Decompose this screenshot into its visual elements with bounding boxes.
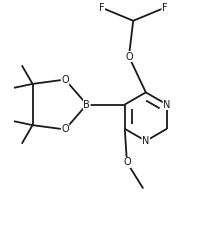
Text: F: F bbox=[162, 3, 168, 13]
Text: O: O bbox=[61, 75, 69, 85]
Text: O: O bbox=[125, 52, 133, 62]
Text: N: N bbox=[142, 136, 150, 146]
Text: N: N bbox=[163, 100, 171, 109]
Text: F: F bbox=[99, 3, 105, 13]
Text: B: B bbox=[83, 100, 90, 109]
Text: O: O bbox=[123, 158, 131, 167]
Text: O: O bbox=[61, 125, 69, 134]
